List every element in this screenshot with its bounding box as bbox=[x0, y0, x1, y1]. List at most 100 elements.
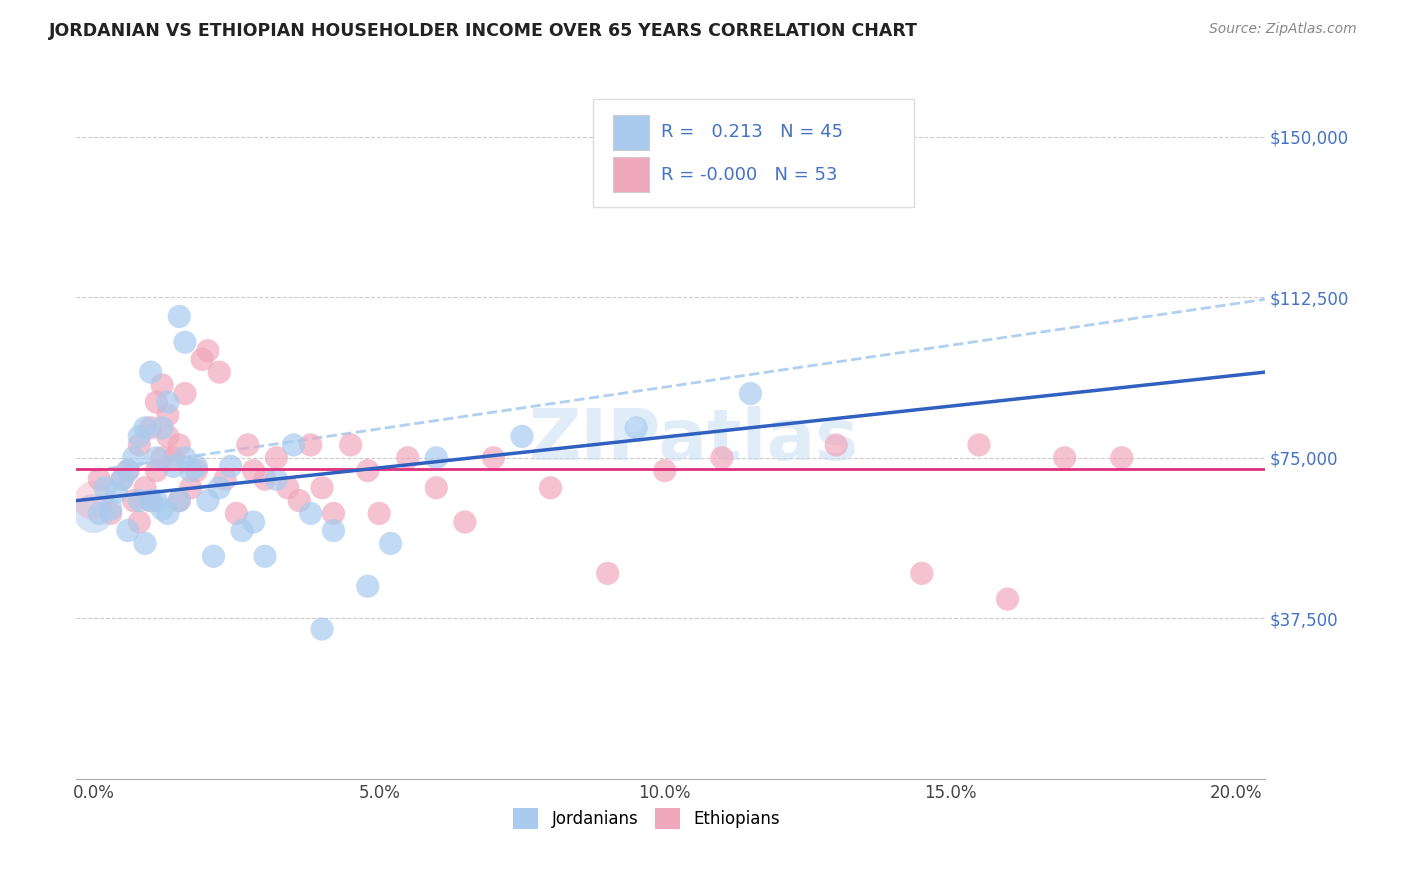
Point bbox=[162, 459, 184, 474]
Point bbox=[186, 459, 208, 474]
Point bbox=[654, 464, 676, 478]
Point bbox=[311, 481, 333, 495]
Point bbox=[100, 507, 122, 521]
Point bbox=[145, 464, 167, 478]
Text: R = -0.000   N = 53: R = -0.000 N = 53 bbox=[661, 166, 838, 184]
Point bbox=[169, 493, 191, 508]
Point bbox=[150, 378, 173, 392]
Point bbox=[174, 450, 197, 465]
Point bbox=[100, 502, 122, 516]
Point bbox=[967, 438, 990, 452]
Point bbox=[139, 365, 162, 379]
Point bbox=[83, 493, 105, 508]
Legend: Jordanians, Ethiopians: Jordanians, Ethiopians bbox=[506, 802, 787, 835]
Point bbox=[299, 438, 322, 452]
Point bbox=[425, 481, 447, 495]
Point bbox=[174, 386, 197, 401]
Point bbox=[997, 592, 1019, 607]
Point bbox=[105, 485, 128, 500]
Point bbox=[150, 502, 173, 516]
Point bbox=[540, 481, 562, 495]
Point bbox=[145, 493, 167, 508]
Point bbox=[117, 524, 139, 538]
Point bbox=[134, 421, 156, 435]
Point bbox=[214, 472, 236, 486]
Point bbox=[288, 493, 311, 508]
Point bbox=[180, 481, 202, 495]
Point bbox=[322, 524, 344, 538]
Point bbox=[266, 450, 288, 465]
Point bbox=[94, 481, 117, 495]
Point bbox=[139, 493, 162, 508]
Point bbox=[357, 579, 380, 593]
Point bbox=[277, 481, 299, 495]
Point bbox=[219, 459, 242, 474]
Point bbox=[202, 549, 225, 564]
Point bbox=[191, 352, 214, 367]
Point bbox=[225, 507, 247, 521]
Point bbox=[825, 438, 848, 452]
Point bbox=[169, 310, 191, 324]
Point bbox=[162, 450, 184, 465]
Point bbox=[197, 493, 219, 508]
Point bbox=[156, 507, 179, 521]
Point bbox=[128, 438, 150, 452]
Point bbox=[396, 450, 419, 465]
Point bbox=[169, 438, 191, 452]
Point bbox=[150, 421, 173, 435]
Point bbox=[128, 493, 150, 508]
Point bbox=[134, 481, 156, 495]
Point bbox=[482, 450, 505, 465]
Point bbox=[145, 395, 167, 409]
Point bbox=[322, 507, 344, 521]
Point bbox=[299, 507, 322, 521]
Point bbox=[145, 450, 167, 465]
Point bbox=[283, 438, 305, 452]
Point bbox=[311, 622, 333, 636]
Point bbox=[111, 472, 134, 486]
Point bbox=[380, 536, 402, 550]
Point bbox=[454, 515, 477, 529]
Point bbox=[236, 438, 259, 452]
Point bbox=[1111, 450, 1133, 465]
Point bbox=[156, 408, 179, 422]
Point bbox=[253, 549, 276, 564]
Point bbox=[139, 493, 162, 508]
Point bbox=[1053, 450, 1076, 465]
Point bbox=[510, 429, 533, 443]
Point bbox=[425, 450, 447, 465]
Point bbox=[911, 566, 934, 581]
Point bbox=[150, 450, 173, 465]
Point bbox=[208, 365, 231, 379]
Point bbox=[242, 515, 264, 529]
Point bbox=[169, 493, 191, 508]
Point bbox=[208, 481, 231, 495]
Point bbox=[174, 335, 197, 350]
Text: JORDANIAN VS ETHIOPIAN HOUSEHOLDER INCOME OVER 65 YEARS CORRELATION CHART: JORDANIAN VS ETHIOPIAN HOUSEHOLDER INCOM… bbox=[49, 22, 918, 40]
Point bbox=[242, 464, 264, 478]
Point bbox=[626, 421, 648, 435]
Point bbox=[368, 507, 391, 521]
Point bbox=[596, 566, 619, 581]
Point bbox=[197, 343, 219, 358]
Point bbox=[83, 507, 105, 521]
Point bbox=[266, 472, 288, 486]
Point bbox=[231, 524, 253, 538]
Point bbox=[186, 464, 208, 478]
Point bbox=[122, 493, 145, 508]
Point bbox=[339, 438, 361, 452]
FancyBboxPatch shape bbox=[613, 115, 650, 150]
Text: R =   0.213   N = 45: R = 0.213 N = 45 bbox=[661, 123, 844, 141]
FancyBboxPatch shape bbox=[613, 157, 650, 192]
Point bbox=[740, 386, 762, 401]
Point bbox=[111, 472, 134, 486]
FancyBboxPatch shape bbox=[593, 99, 914, 207]
Point bbox=[134, 536, 156, 550]
Point bbox=[89, 472, 111, 486]
Point bbox=[710, 450, 733, 465]
Point bbox=[128, 515, 150, 529]
Point bbox=[117, 464, 139, 478]
Point bbox=[357, 464, 380, 478]
Point bbox=[122, 450, 145, 465]
Point bbox=[117, 464, 139, 478]
